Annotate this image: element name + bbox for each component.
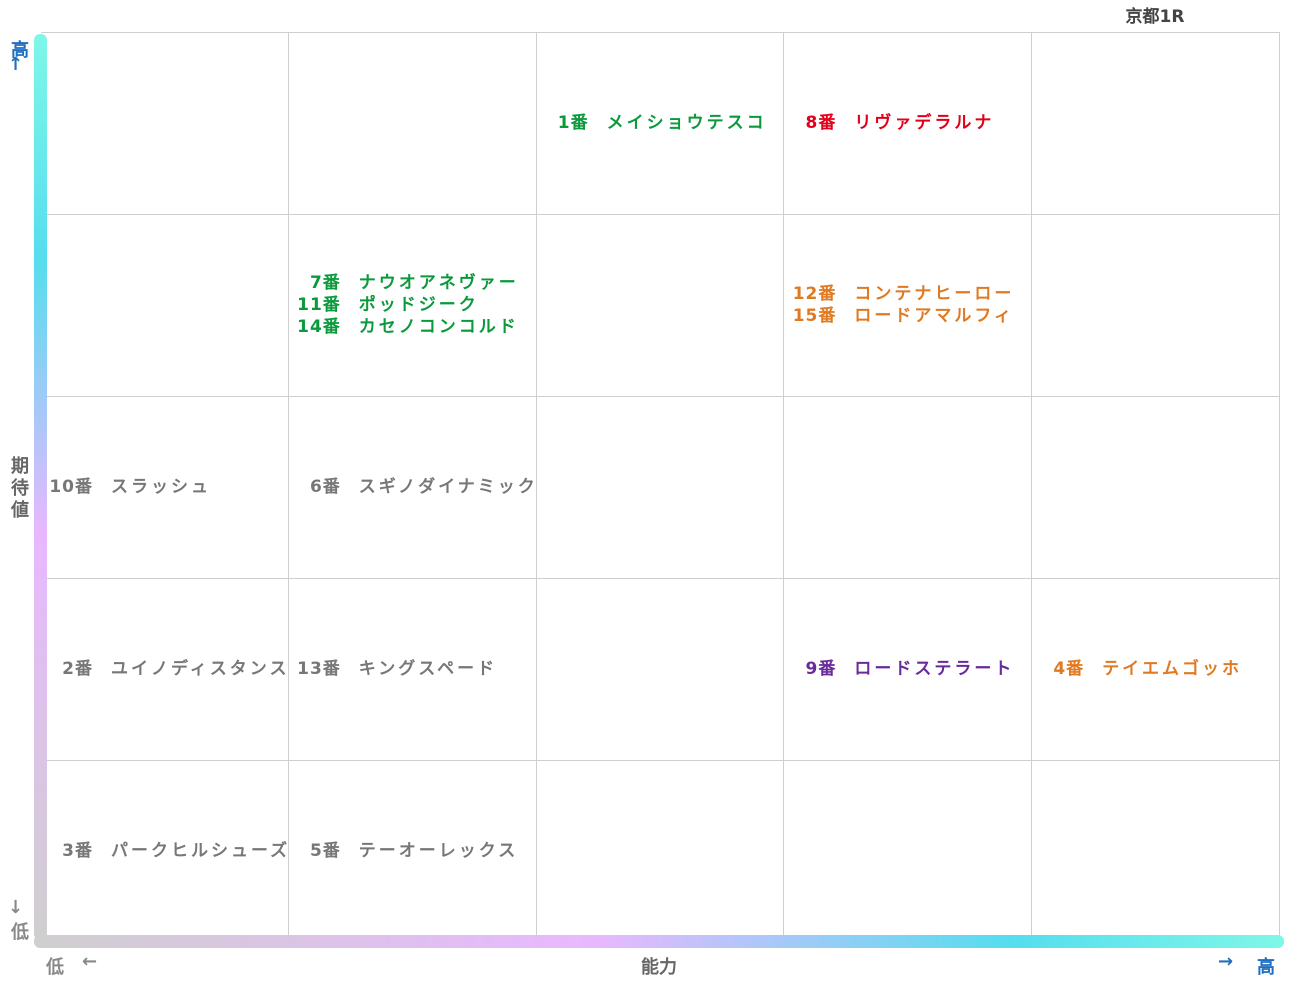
horse-name: リヴァデラルナ [854, 113, 995, 133]
arrow-right-icon: → [1218, 951, 1234, 972]
horse-entry: 3番 パークヒルシューズ [41, 840, 290, 862]
horse-number: 11番 [297, 295, 341, 315]
grid-column-line [1031, 32, 1033, 942]
y-axis-title-char: 期 [11, 456, 29, 477]
matrix-cell: 1番 メイショウテスコ [537, 32, 785, 214]
horse-entry: 11番 ポッドジーク [289, 294, 479, 316]
grid-row-line [41, 32, 1280, 33]
grid-row-line [41, 396, 1280, 397]
x-axis-high-label: 高 [1257, 957, 1275, 978]
horse-entry: 1番 メイショウテスコ [537, 112, 767, 134]
y-axis-low-label: 低 [11, 922, 29, 943]
x-axis-low-label: 低 [46, 957, 64, 978]
horse-entry: 14番 カセノコンコルド [289, 316, 519, 338]
y-axis-title: 期待値 [10, 456, 30, 522]
horse-number: 6番 [309, 477, 341, 497]
y-axis-title-char: 値 [11, 500, 29, 521]
horse-entry: 12番 コンテナヒーロー [784, 283, 1014, 305]
horse-entry: 10番 スラッシュ [41, 476, 211, 498]
horse-entry: 5番 テーオーレックス [289, 840, 519, 862]
y-axis-gradient-bar [34, 34, 47, 940]
horse-entry: 6番 スギノダイナミック [289, 476, 538, 498]
horse-number: 9番 [805, 659, 837, 679]
horse-number: 8番 [805, 113, 837, 133]
matrix-cell: 2番 ユイノディスタンス [41, 578, 289, 760]
horse-name: パークヒルシューズ [111, 841, 291, 861]
horse-entry: 9番 ロードステラート [784, 658, 1014, 680]
matrix-cell: 7番 ナウオアネヴァー 11番 ポッドジーク 14番 カセノコンコルド [289, 214, 537, 396]
horse-name: テイエムゴッホ [1102, 659, 1243, 679]
matrix-cell: 5番 テーオーレックス [289, 760, 537, 942]
grid-row-line [41, 214, 1280, 215]
horse-name: ユイノディスタンス [111, 659, 290, 679]
horse-name: キングスペード [358, 659, 498, 679]
horse-number: 7番 [309, 273, 341, 293]
horse-entry: 13番 キングスペード [289, 658, 497, 680]
matrix-cell: 6番 スギノダイナミック [289, 396, 537, 578]
grid-column-line [1279, 32, 1280, 942]
arrow-up-icon: ↑ [8, 54, 24, 75]
grid-row-line [41, 760, 1280, 761]
horse-name: メイショウテスコ [606, 113, 767, 133]
horse-name: ロードアマルフィ [854, 306, 1015, 326]
horse-number: 14番 [297, 317, 341, 337]
horse-entry: 15番 ロードアマルフィ [784, 305, 1014, 327]
matrix-cell: 4番 テイエムゴッホ [1032, 578, 1280, 760]
arrow-down-icon: ↓ [8, 897, 24, 918]
grid-row-line [41, 578, 1280, 579]
horse-name: ナウオアネヴァー [358, 273, 519, 293]
horse-name: ポッドジーク [358, 295, 479, 315]
horse-name: ロードステラート [854, 659, 1015, 679]
horse-number: 13番 [297, 659, 341, 679]
matrix-grid: 1番 メイショウテスコ 8番 リヴァデラルナ 7番 ナウオアネヴァー 11番 ポッドジーク 14… [41, 32, 1280, 942]
horse-entry: 7番 ナウオアネヴァー [289, 272, 519, 294]
horse-number: 10番 [49, 477, 93, 497]
horse-entry: 8番 リヴァデラルナ [784, 112, 994, 134]
horse-name: コンテナヒーロー [854, 284, 1015, 304]
horse-number: 12番 [792, 284, 837, 304]
grid-column-line [783, 32, 785, 942]
race-title: 京都1R [1125, 7, 1185, 27]
y-axis-title-char: 待 [11, 478, 29, 499]
matrix-cell: 9番 ロードステラート [784, 578, 1032, 760]
matrix-cell: 8番 リヴァデラルナ [784, 32, 1032, 214]
horse-entry: 4番 テイエムゴッホ [1032, 658, 1242, 680]
matrix-cell: 10番 スラッシュ [41, 396, 289, 578]
matrix-cell: 13番 キングスペード [289, 578, 537, 760]
horse-number: 2番 [62, 659, 93, 679]
arrow-left-icon: ← [82, 951, 98, 972]
horse-name: テーオーレックス [358, 841, 519, 861]
horse-number: 5番 [309, 841, 341, 861]
grid-column-line [535, 32, 537, 942]
horse-name: カセノコンコルド [358, 317, 519, 337]
matrix-cell: 3番 パークヒルシューズ [41, 760, 289, 942]
x-axis-title: 能力 [641, 957, 677, 978]
grid-column-line [287, 32, 289, 942]
horse-entry: 2番 ユイノディスタンス [41, 658, 289, 680]
matrix-cell: 12番 コンテナヒーロー 15番 ロードアマルフィ [784, 214, 1032, 396]
horse-number: 4番 [1053, 659, 1085, 679]
y-axis-high-label: 高 [11, 40, 29, 61]
x-axis-gradient-bar [34, 935, 1284, 948]
horse-number: 15番 [792, 306, 837, 326]
horse-number: 3番 [62, 841, 93, 861]
horse-name: スギノダイナミック [358, 477, 538, 497]
horse-number: 1番 [557, 113, 589, 133]
horse-name: スラッシュ [111, 477, 211, 497]
